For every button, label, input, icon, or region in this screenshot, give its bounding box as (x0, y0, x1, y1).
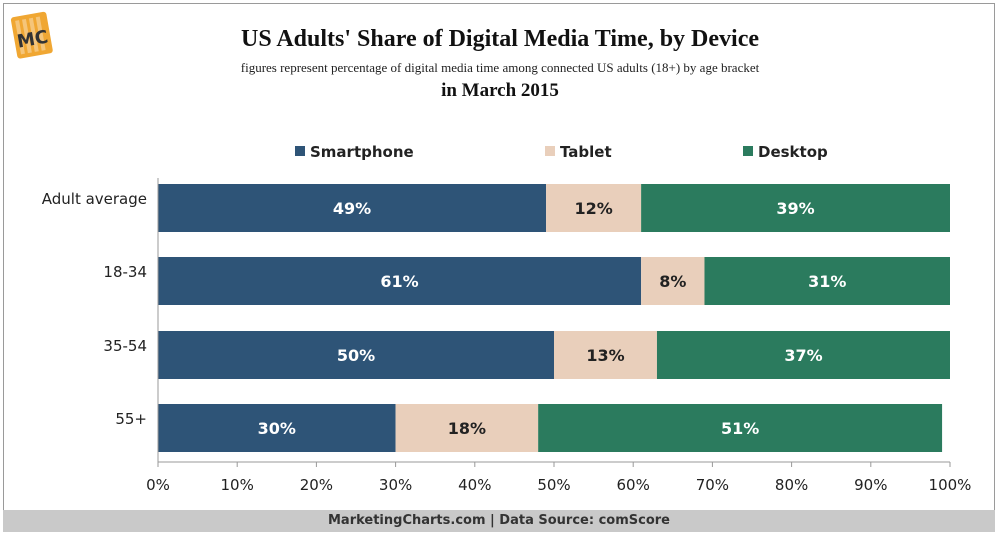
data-label-smartphone-55: 30% (258, 419, 296, 438)
data-label-smartphone-35-54: 50% (337, 346, 375, 365)
data-label-tablet-55: 18% (448, 419, 486, 438)
x-tick-label: 60% (617, 476, 650, 494)
logo-badge (10, 11, 53, 59)
bar-desktop-35-54 (656, 331, 950, 379)
x-tick-label: 10% (221, 476, 254, 494)
bar-desktop-55 (538, 404, 943, 452)
bar-smartphone-adult-average (158, 184, 547, 232)
data-label-desktop-35-54: 37% (784, 346, 822, 365)
data-label-desktop-18-34: 31% (808, 272, 846, 291)
chart-subtitle: figures represent percentage of digital … (240, 60, 760, 75)
data-label-desktop-55: 51% (721, 419, 759, 438)
x-tick-label: 40% (458, 476, 491, 494)
data-label-desktop-adult-average: 39% (776, 199, 814, 218)
x-tick-label: 50% (537, 476, 570, 494)
category-label-35-54: 35-54 (103, 337, 147, 355)
bar-tablet-35-54 (554, 331, 657, 379)
bar-smartphone-55 (158, 404, 396, 452)
legend-label-desktop: Desktop (758, 143, 828, 161)
bar-tablet-55 (395, 404, 539, 452)
x-tick-label: 90% (854, 476, 887, 494)
x-tick-label: 0% (146, 476, 170, 494)
legend-label-smartphone: Smartphone (310, 143, 414, 161)
legend-label-tablet: Tablet (560, 143, 612, 161)
legend-swatch-tablet (545, 146, 555, 156)
bar-smartphone-18-34 (158, 257, 642, 305)
x-tick-label: 20% (300, 476, 333, 494)
data-label-smartphone-adult-average: 49% (333, 199, 371, 218)
bar-desktop-adult-average (641, 184, 950, 232)
legend-swatch-smartphone (295, 146, 305, 156)
category-label-55: 55+ (115, 410, 147, 428)
data-label-tablet-adult-average: 12% (574, 199, 612, 218)
footer-source: MarketingCharts.com | Data Source: comSc… (3, 510, 995, 532)
category-label-adult-average: Adult average (42, 190, 147, 208)
data-label-smartphone-18-34: 61% (380, 272, 418, 291)
bar-desktop-18-34 (704, 257, 950, 305)
x-tick-label: 100% (929, 476, 972, 494)
category-label-18-34: 18-34 (103, 263, 147, 281)
legend-swatch-desktop (743, 146, 753, 156)
chart-title: US Adults' Share of Digital Media Time, … (240, 26, 759, 52)
stacked-bar-chart: Smartphone Tablet Desktop Adult average 49% 1… (42, 143, 972, 494)
bar-smartphone-35-54 (158, 331, 554, 379)
chart-date: in March 2015 (441, 80, 559, 101)
marketingcharts-logo: MC (10, 11, 53, 59)
x-tick-label: 30% (379, 476, 412, 494)
bar-tablet-18-34 (641, 257, 705, 305)
bar-tablet-adult-average (546, 184, 642, 232)
x-tick-label: 70% (696, 476, 729, 494)
data-label-tablet-35-54: 13% (586, 346, 624, 365)
data-label-tablet-18-34: 8% (659, 272, 686, 291)
x-tick-label: 80% (775, 476, 808, 494)
